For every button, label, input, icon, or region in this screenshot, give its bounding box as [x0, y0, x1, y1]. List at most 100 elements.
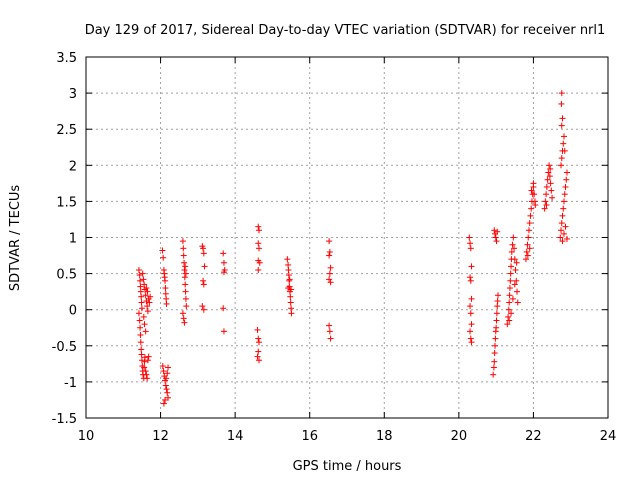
data-point	[144, 303, 151, 310]
data-point	[558, 220, 565, 227]
data-point	[159, 363, 166, 370]
data-point	[525, 234, 532, 241]
data-point	[144, 375, 151, 382]
data-point	[506, 285, 513, 292]
data-point	[256, 245, 263, 252]
data-point	[140, 276, 147, 283]
data-point	[162, 285, 169, 292]
x-tick-label: 24	[600, 429, 617, 444]
data-point	[200, 245, 207, 252]
data-point	[254, 353, 261, 360]
data-point	[182, 281, 189, 288]
data-point	[141, 281, 148, 288]
data-point	[467, 328, 474, 335]
y-tick-label: 0.5	[56, 268, 77, 283]
data-point	[200, 250, 207, 257]
x-tick-label: 14	[227, 429, 244, 444]
data-point	[200, 277, 207, 284]
data-point	[559, 238, 566, 245]
data-point	[144, 288, 151, 295]
data-point	[165, 364, 172, 371]
data-point	[288, 305, 295, 312]
data-point	[220, 250, 227, 257]
data-point	[526, 245, 533, 252]
data-point	[162, 396, 169, 403]
data-point	[220, 305, 227, 312]
data-point	[467, 310, 474, 317]
x-tick-label: 18	[376, 429, 393, 444]
data-point	[558, 90, 565, 97]
data-point	[180, 315, 187, 322]
data-point	[468, 295, 475, 302]
data-point	[510, 234, 517, 241]
data-point	[141, 321, 148, 328]
data-point	[255, 335, 262, 342]
data-point	[137, 324, 144, 331]
data-point	[532, 202, 539, 209]
data-point	[528, 205, 535, 212]
data-point	[163, 375, 170, 382]
data-point	[160, 400, 167, 407]
data-point	[255, 240, 262, 247]
data-point	[136, 317, 143, 324]
x-axis-label: GPS time / hours	[293, 459, 402, 474]
data-point	[160, 368, 167, 375]
data-point	[467, 335, 474, 342]
data-point	[493, 317, 500, 324]
data-point	[558, 100, 565, 107]
data-point	[467, 240, 474, 247]
data-point	[492, 342, 499, 349]
x-tick-label: 12	[152, 429, 169, 444]
data-point	[546, 162, 553, 169]
data-point	[326, 238, 333, 245]
data-point	[530, 180, 537, 187]
data-point	[524, 241, 531, 248]
data-point	[563, 235, 570, 242]
data-point	[561, 230, 568, 237]
data-point	[163, 386, 170, 393]
data-point	[557, 234, 564, 241]
y-tick-label: 1	[69, 232, 77, 247]
data-point	[137, 331, 144, 338]
data-point	[508, 263, 515, 270]
data-point	[558, 155, 565, 162]
data-point	[326, 248, 333, 255]
data-point	[182, 263, 189, 270]
y-tick-label: 2	[69, 159, 77, 174]
data-point	[137, 277, 144, 284]
data-point	[220, 259, 227, 266]
data-points	[135, 90, 570, 407]
data-point	[523, 248, 530, 255]
data-point	[558, 122, 565, 129]
data-point	[509, 295, 516, 302]
data-point	[506, 317, 513, 324]
x-tick-label: 10	[78, 429, 95, 444]
data-point	[220, 269, 227, 276]
data-point	[144, 308, 151, 315]
data-point	[179, 238, 186, 245]
y-tick-label: 3.5	[56, 51, 77, 66]
y-axis-label: SDTVAR / TECUs	[8, 185, 23, 292]
data-point	[288, 286, 295, 293]
data-point	[285, 266, 292, 273]
data-point	[138, 357, 145, 364]
data-point	[513, 277, 520, 284]
data-point	[147, 293, 154, 300]
data-point	[164, 370, 171, 377]
data-point	[506, 292, 513, 299]
y-tick-label: -1.5	[52, 412, 77, 427]
data-point	[511, 256, 518, 263]
data-point	[494, 303, 501, 310]
data-point	[327, 264, 334, 271]
data-point	[544, 176, 551, 183]
data-point	[256, 227, 263, 234]
data-point	[286, 283, 293, 290]
data-point	[468, 339, 475, 346]
data-point	[467, 245, 474, 252]
data-point	[549, 194, 556, 201]
data-point	[159, 247, 166, 254]
y-tick-label: 3	[69, 87, 77, 102]
data-point	[180, 252, 187, 259]
plot-frame	[85, 56, 609, 419]
